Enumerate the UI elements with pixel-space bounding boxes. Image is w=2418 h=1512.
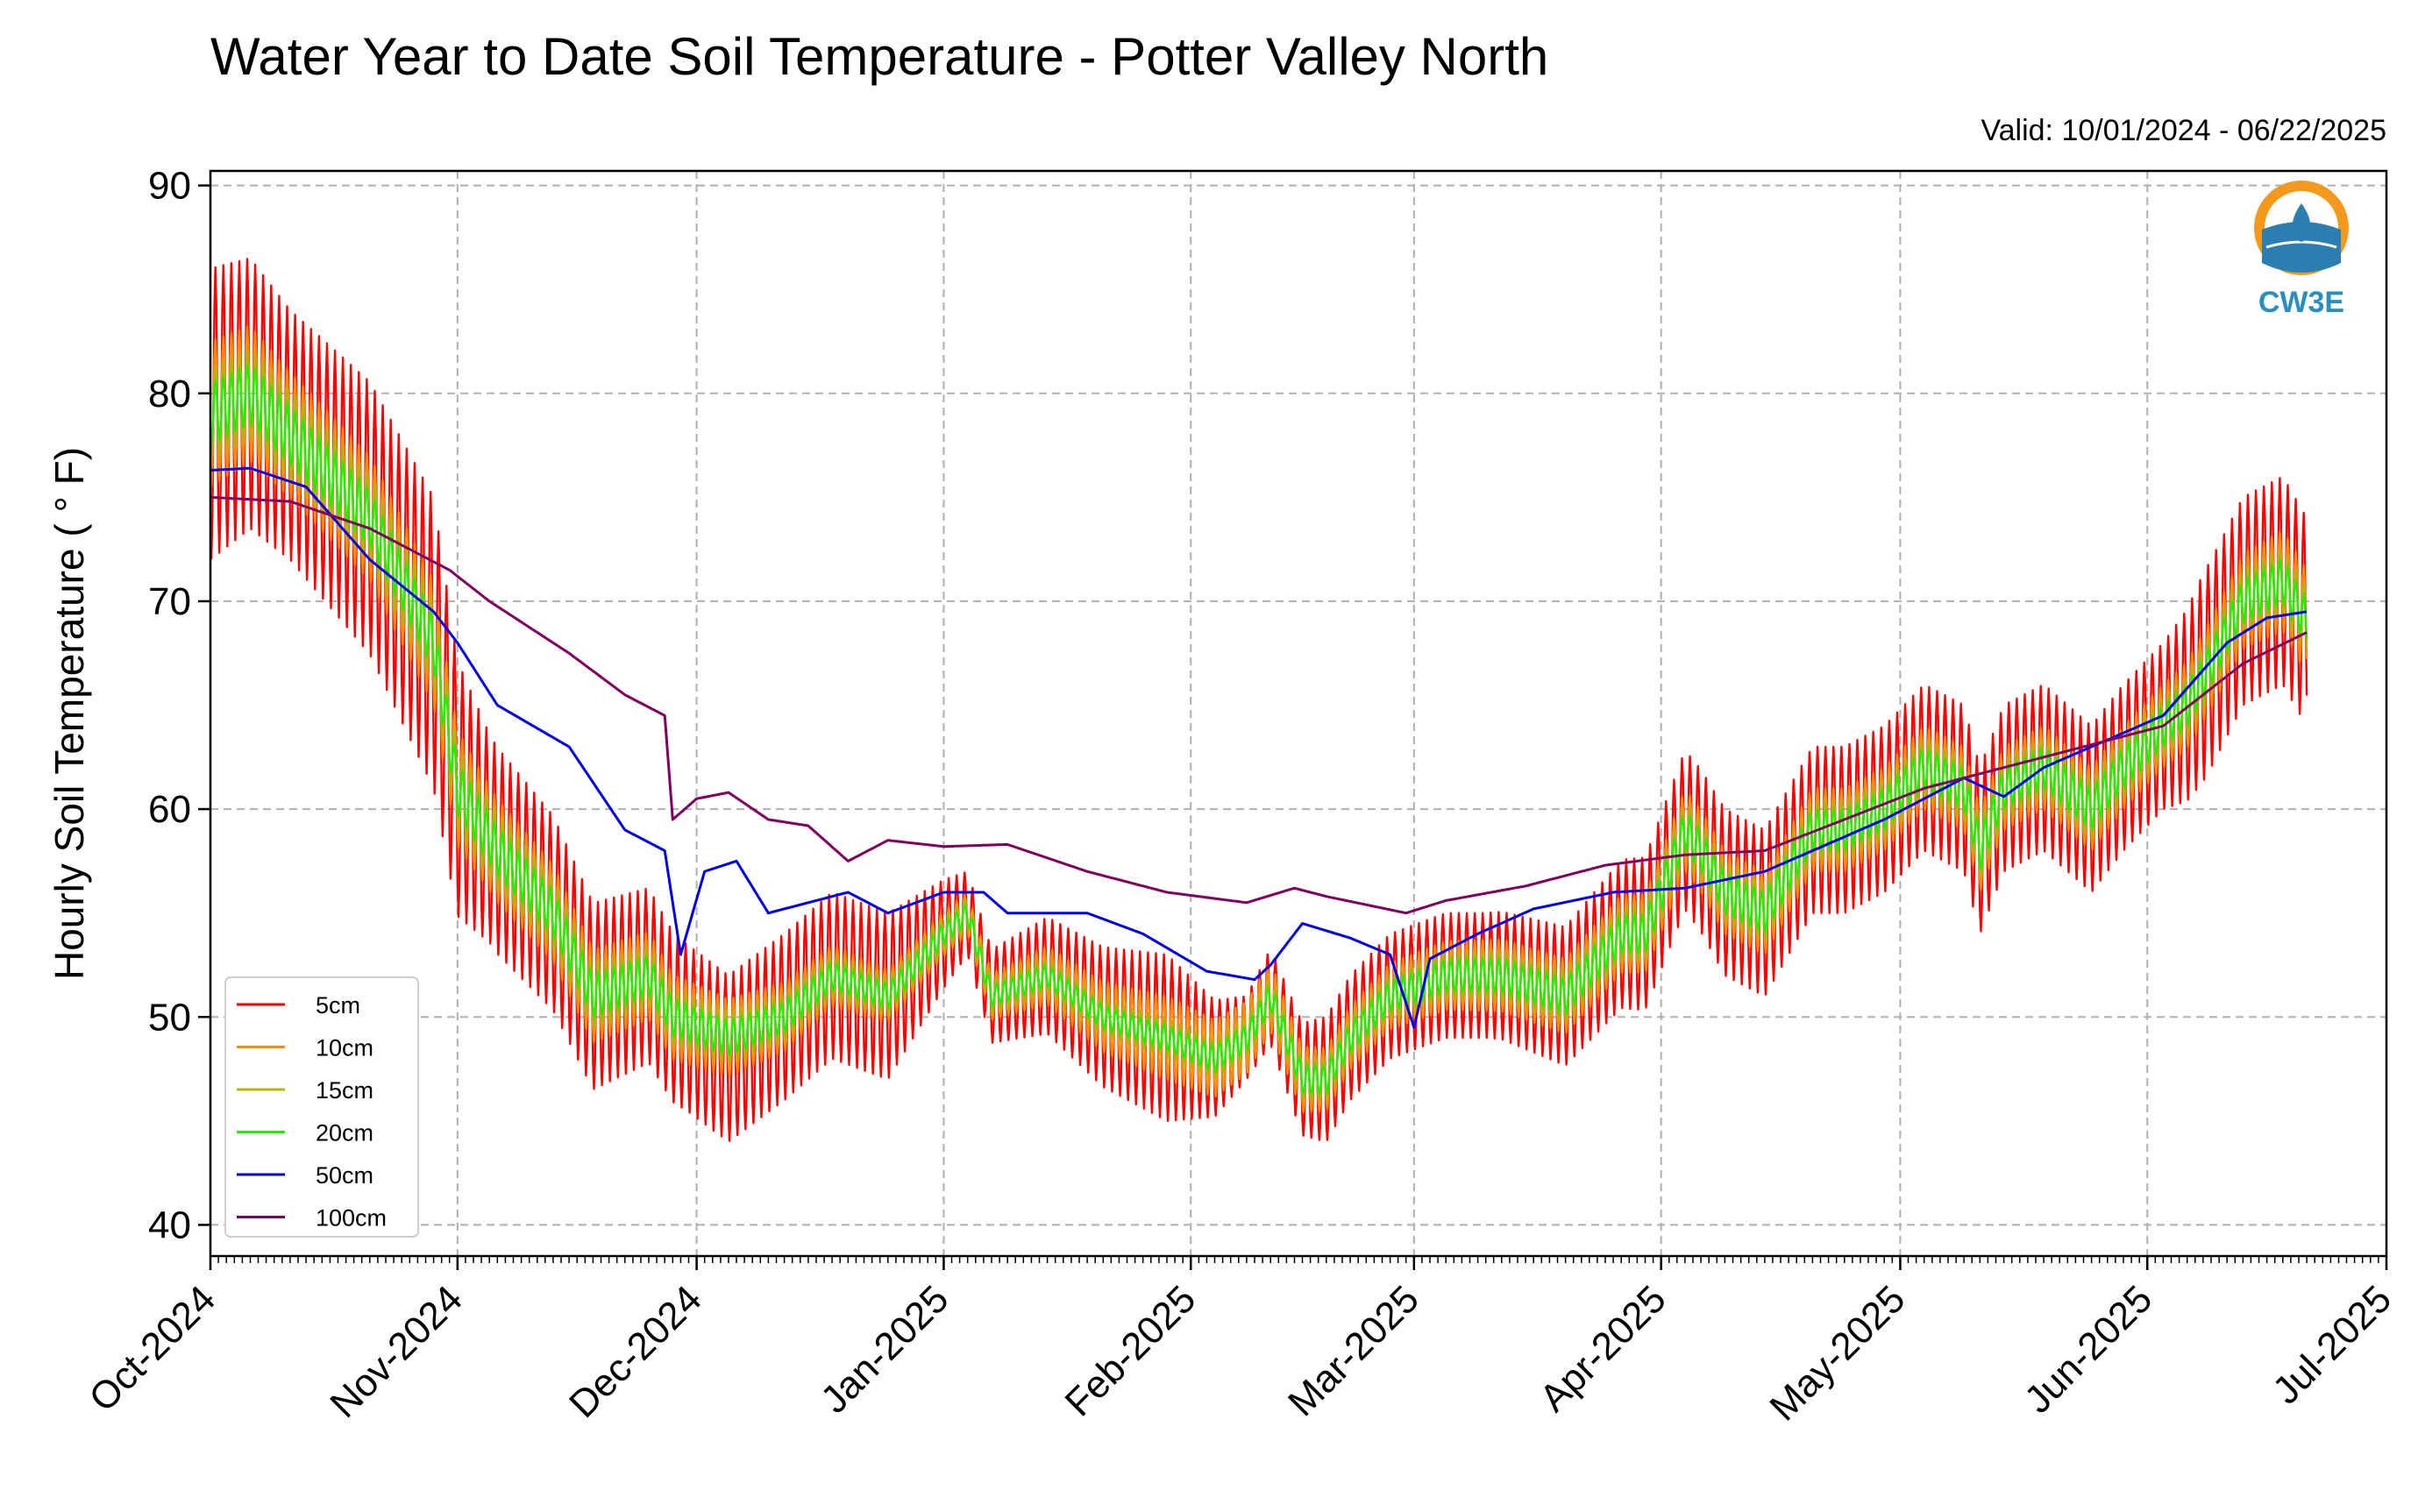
y-axis-label: Hourly Soil Temperature ( ° F)	[46, 447, 92, 980]
y-tick-label: 70	[148, 580, 191, 623]
y-tick-label: 40	[148, 1203, 191, 1246]
legend-box	[224, 976, 419, 1238]
x-minor-ticks	[210, 1256, 2387, 1263]
y-tick-label: 90	[148, 165, 191, 208]
series-line-50cm	[210, 466, 2308, 1029]
cw3e-logo-text: CW3E	[2258, 286, 2344, 319]
legend-label-100cm: 100cm	[316, 1205, 387, 1232]
grid	[210, 171, 2387, 1256]
chart-subtitle: Valid: 10/01/2024 - 06/22/2025	[1981, 114, 2386, 147]
x-tick-label: Apr-2025	[1532, 1277, 1675, 1420]
cw3e-logo: CW3E	[2254, 181, 2349, 319]
series-line-10cm	[209, 325, 2308, 1113]
x-tick-label: Oct-2024	[81, 1277, 224, 1420]
x-tick-label: Nov-2024	[322, 1277, 471, 1426]
legend-label-20cm: 20cm	[316, 1120, 373, 1146]
y-tick-label: 60	[148, 788, 191, 831]
legend: 5cm 10cm 15cm 20cm 50cm 100cm	[224, 976, 419, 1238]
y-tick-label: 80	[148, 373, 191, 415]
x-tick-label: Jun-2025	[2016, 1277, 2160, 1421]
chart-title: Water Year to Date Soil Temperature - Po…	[210, 27, 1548, 86]
legend-label-50cm: 50cm	[316, 1162, 373, 1189]
series-line-100cm	[210, 495, 2308, 915]
x-tick-label: Jul-2025	[2265, 1277, 2400, 1412]
legend-label-5cm: 5cm	[316, 992, 360, 1019]
plot-frame	[209, 169, 2388, 1258]
x-tick-label: Dec-2024	[561, 1277, 710, 1426]
x-tick-label: Feb-2025	[1056, 1277, 1204, 1424]
series-layer	[209, 258, 2308, 1142]
x-tick-label: Mar-2025	[1280, 1277, 1427, 1424]
legend-label-15cm: 15cm	[316, 1077, 373, 1104]
x-tick-label: May-2025	[1761, 1277, 1913, 1429]
x-tick-label: Jan-2025	[813, 1277, 957, 1421]
y-tick-label: 50	[148, 996, 191, 1039]
cw3e-logo-icon	[2254, 181, 2349, 275]
series-line-20cm	[209, 363, 2308, 1096]
legend-label-10cm: 10cm	[316, 1035, 373, 1061]
